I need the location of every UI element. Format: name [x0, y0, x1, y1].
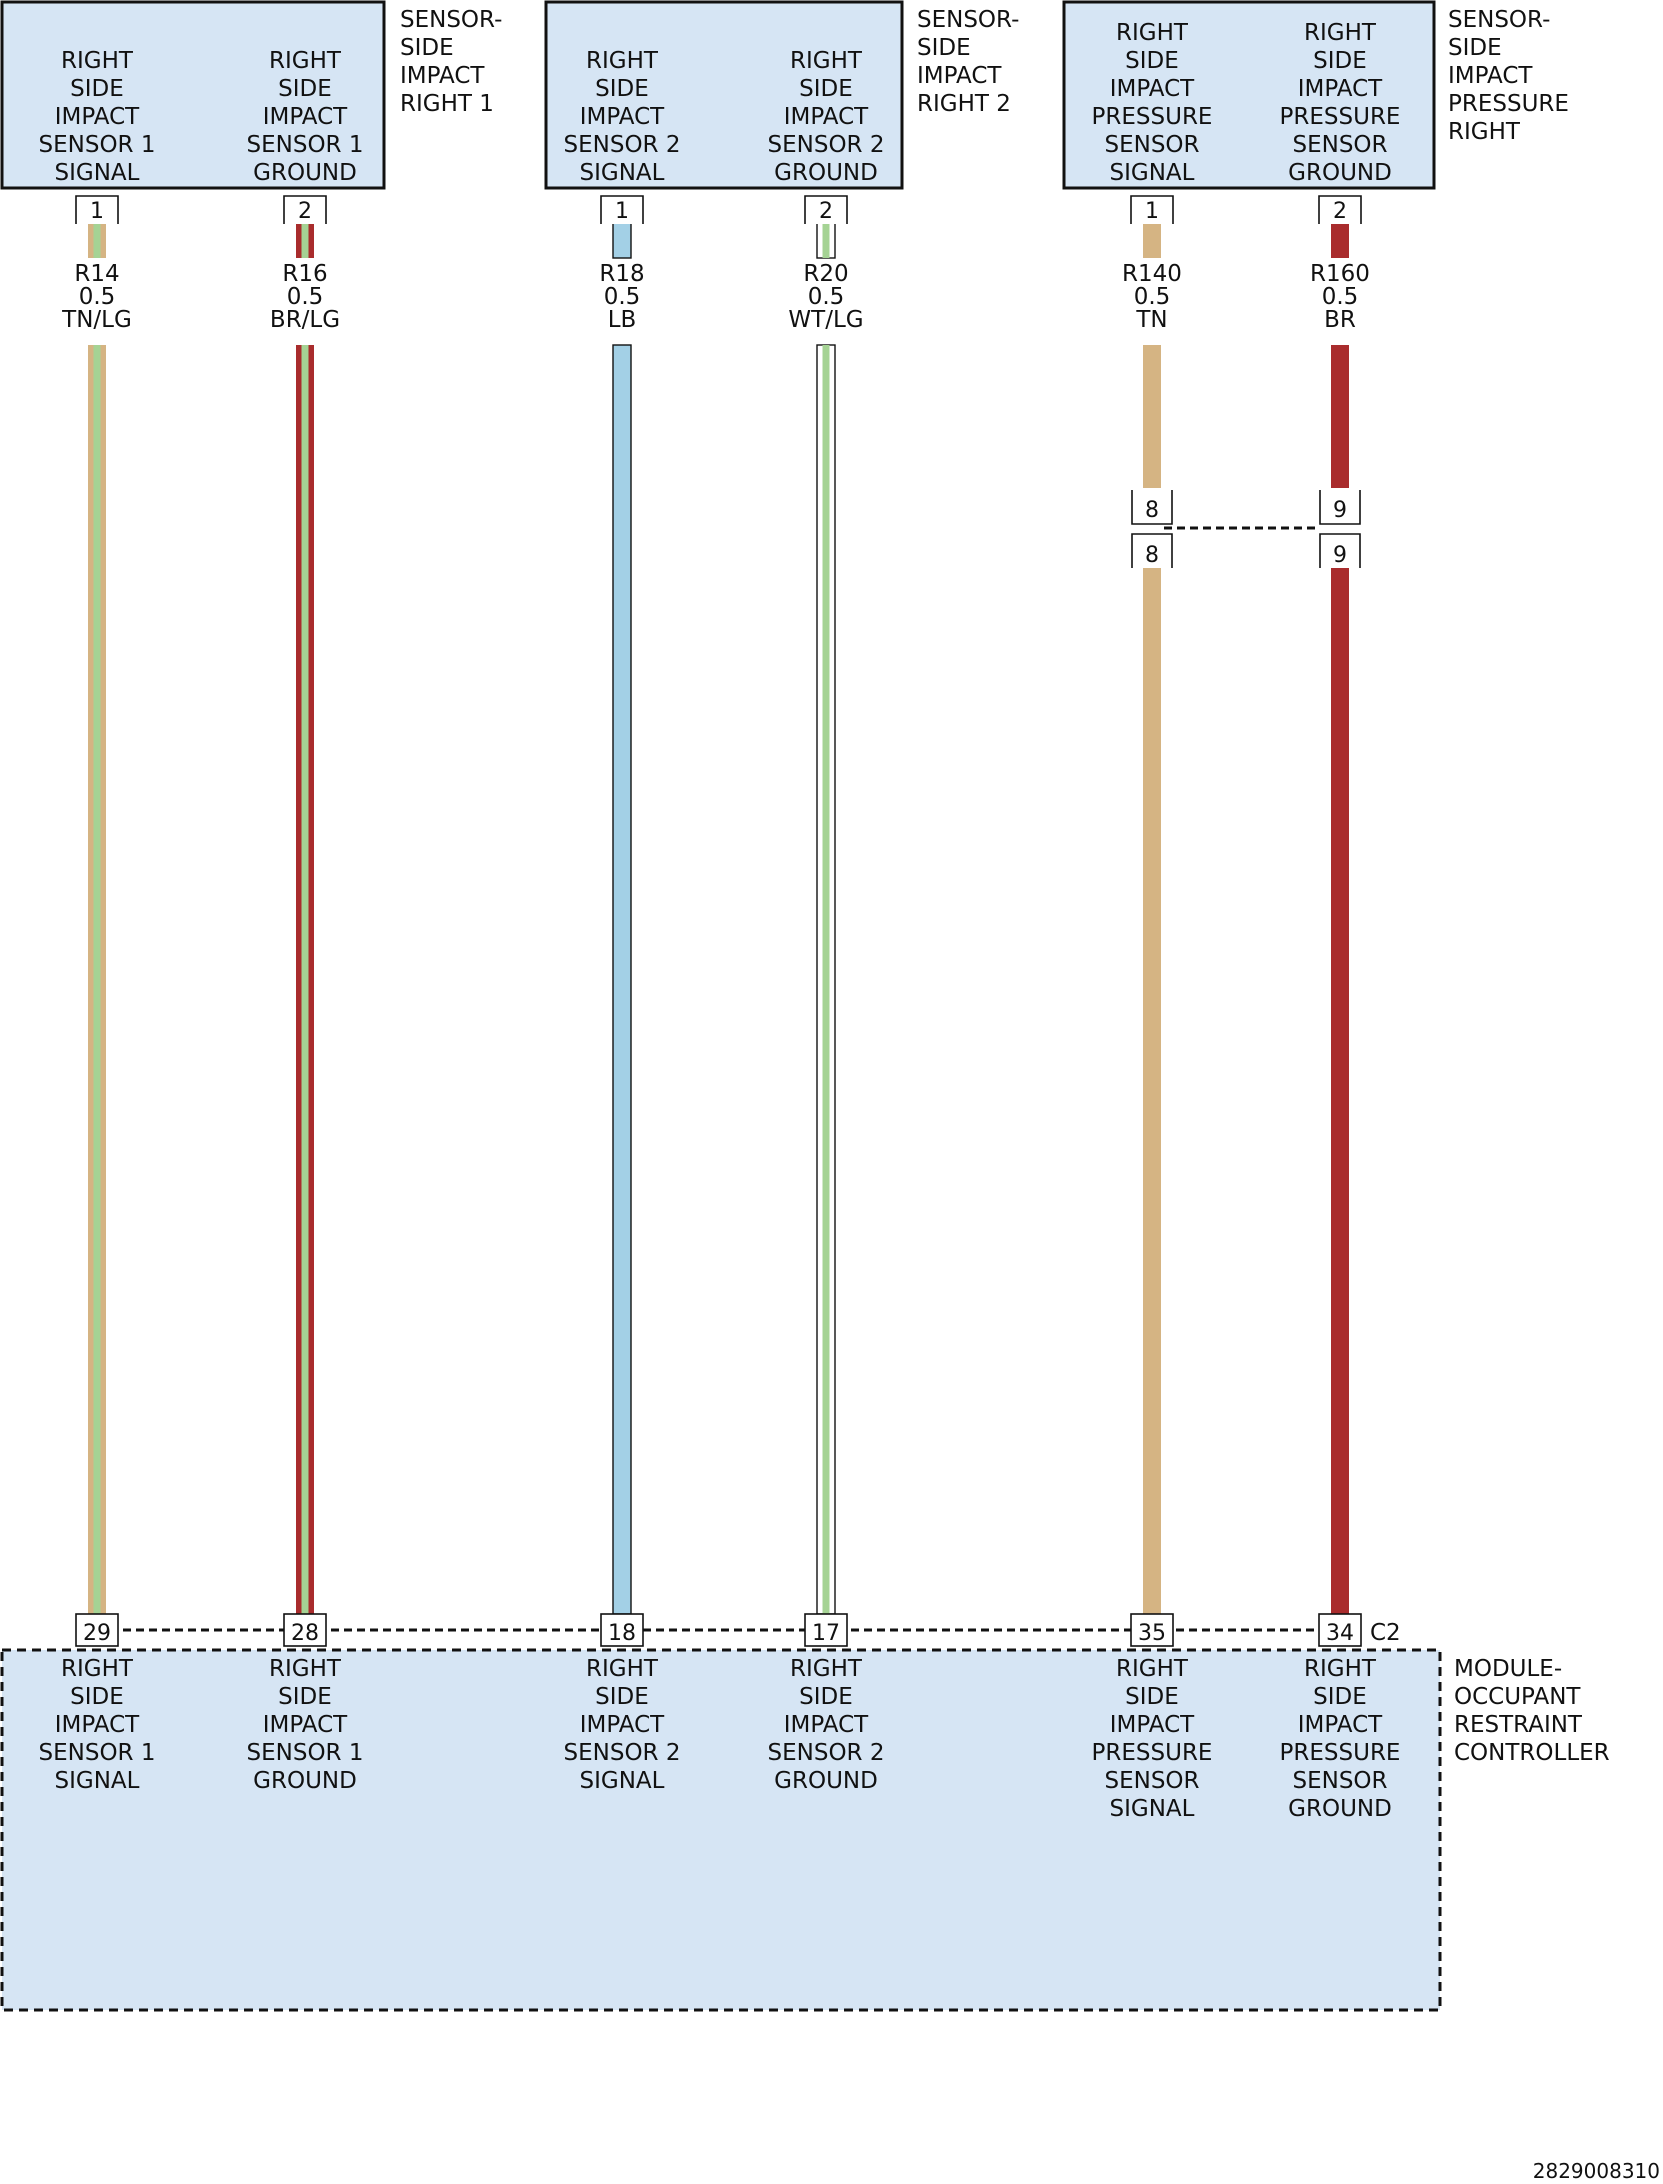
wire-R18-seg-0 [612, 221, 632, 259]
module-pin-label-34: RIGHT SIDE IMPACT PRESSURE SENSOR GROUND [1280, 1656, 1401, 1822]
wire-label-R14: R14 0.5 TN/LG [61, 261, 132, 333]
wire-R20-seg-0-stripe [822, 222, 830, 258]
module-pin-18-label: 18 [608, 1621, 636, 1646]
wire-label-R18: R18 0.5 LB [599, 261, 644, 333]
sensor-pin-s1-2 [283, 195, 327, 224]
wire-label-R160: R160 0.5 BR [1310, 261, 1370, 333]
sensor-pin-label-s2-1: RIGHT SIDE IMPACT SENSOR 2 SIGNAL [564, 48, 681, 186]
module-pin-17-label: 17 [812, 1621, 840, 1646]
sensor-box-s1 [0, 0, 386, 190]
sensor-pin-label-s1-2: RIGHT SIDE IMPACT SENSOR 1 GROUND [247, 48, 364, 186]
module-box [0, 1648, 1442, 2012]
wire-R140-seg-2 [1143, 568, 1161, 1614]
sensor-pin-s3-2 [1318, 195, 1362, 224]
wire-R160-seg-1 [1331, 345, 1349, 488]
module-pin-28-label: 28 [291, 1621, 319, 1646]
module-pin-29-label: 29 [83, 1621, 111, 1646]
sensor-name-s2: SENSOR-SIDE IMPACT RIGHT 2 [917, 7, 1019, 117]
sensor-pin-label-s3-1: RIGHT SIDE IMPACT PRESSURE SENSOR SIGNAL [1092, 20, 1213, 186]
wire-R18-seg-1 [612, 344, 632, 1615]
sensor-pin-s3-1-label: 1 [1145, 199, 1159, 224]
sensor-pin-s3-2-label: 2 [1333, 199, 1347, 224]
wire-label-R20: R20 0.5 WT/LG [788, 261, 863, 333]
inline-pin-bottom-9-label: 9 [1333, 543, 1347, 568]
module-connector-id: C2 [1370, 1620, 1401, 1646]
wire-label-R140: R140 0.5 TN [1122, 261, 1182, 333]
module-name: MODULE-OCCUPANT RESTRAINT CONTROLLER [1454, 1656, 1610, 1766]
wire-label-R16: R16 0.5 BR/LG [270, 261, 340, 333]
sensor-pin-s2-1-label: 1 [615, 199, 629, 224]
wire-R20-seg-1-stripe [822, 345, 830, 1614]
sensor-name-s1: SENSOR-SIDE IMPACT RIGHT 1 [400, 7, 502, 117]
sensor-pin-label-s1-1: RIGHT SIDE IMPACT SENSOR 1 SIGNAL [39, 48, 156, 186]
wire-R160-seg-0 [1331, 222, 1349, 258]
sensor-box-s3 [1062, 0, 1436, 190]
inline-pin-bottom-9 [1319, 533, 1361, 568]
module-pin-label-28: RIGHT SIDE IMPACT SENSOR 1 GROUND [247, 1656, 364, 1794]
wires [88, 221, 1349, 1615]
inline-pin-bottom-8 [1131, 533, 1173, 568]
sensor-pin-s1-1-label: 1 [90, 199, 104, 224]
sensor-pin-s3-1 [1130, 195, 1174, 224]
module-pin-label-18: RIGHT SIDE IMPACT SENSOR 2 SIGNAL [564, 1656, 681, 1794]
sensor-pin-label-s2-2: RIGHT SIDE IMPACT SENSOR 2 GROUND [768, 48, 885, 186]
module-pin-label-17: RIGHT SIDE IMPACT SENSOR 2 GROUND [768, 1656, 885, 1794]
module-pin-29 [75, 1613, 119, 1647]
module-pin-label-35: RIGHT SIDE IMPACT PRESSURE SENSOR SIGNAL [1092, 1656, 1213, 1822]
wire-R160-seg-2 [1331, 568, 1349, 1614]
module-pin-18 [600, 1613, 644, 1647]
wire-R16-seg-1-stripe [301, 345, 309, 1614]
wire-R140-seg-0 [1143, 222, 1161, 258]
module-pin-34 [1318, 1613, 1362, 1647]
wire-R14-seg-0-stripe [93, 222, 101, 258]
module-pin-28 [283, 1613, 327, 1647]
inline-pin-top-8 [1131, 490, 1173, 525]
sensor-pin-label-s3-2: RIGHT SIDE IMPACT PRESSURE SENSOR GROUND [1280, 20, 1401, 186]
wire-R140-seg-1 [1143, 345, 1161, 488]
sensor-pin-s1-1 [75, 195, 119, 224]
component-boxes [0, 0, 1442, 2012]
sensor-pin-s2-2-label: 2 [819, 199, 833, 224]
module-pin-35-label: 35 [1138, 1621, 1166, 1646]
sensor-name-s3: SENSOR-SIDE IMPACT PRESSURE RIGHT [1448, 7, 1569, 145]
wire-R14-seg-1-stripe [93, 345, 101, 1614]
module-pin-35 [1130, 1613, 1174, 1647]
wire-R16-seg-0-stripe [301, 222, 309, 258]
document-id: 2829008310 [1533, 2159, 1660, 2183]
inline-pin-top-8-label: 8 [1145, 498, 1159, 523]
sensor-pin-s1-2-label: 2 [298, 199, 312, 224]
sensor-box-s2 [544, 0, 904, 190]
module-pin-34-label: 34 [1326, 1621, 1354, 1646]
inline-pin-top-9-label: 9 [1333, 498, 1347, 523]
sensor-pin-s2-1 [600, 195, 644, 224]
inline-pin-top-9 [1319, 490, 1361, 525]
module-pin-label-29: RIGHT SIDE IMPACT SENSOR 1 SIGNAL [39, 1656, 156, 1794]
module-pin-17 [804, 1613, 848, 1647]
inline-pin-bottom-8-label: 8 [1145, 543, 1159, 568]
sensor-pin-s2-2 [804, 195, 848, 224]
labels: SENSOR-SIDE IMPACT RIGHT 1 RIGHT SIDE IMPACT S… [39, 7, 1610, 1822]
